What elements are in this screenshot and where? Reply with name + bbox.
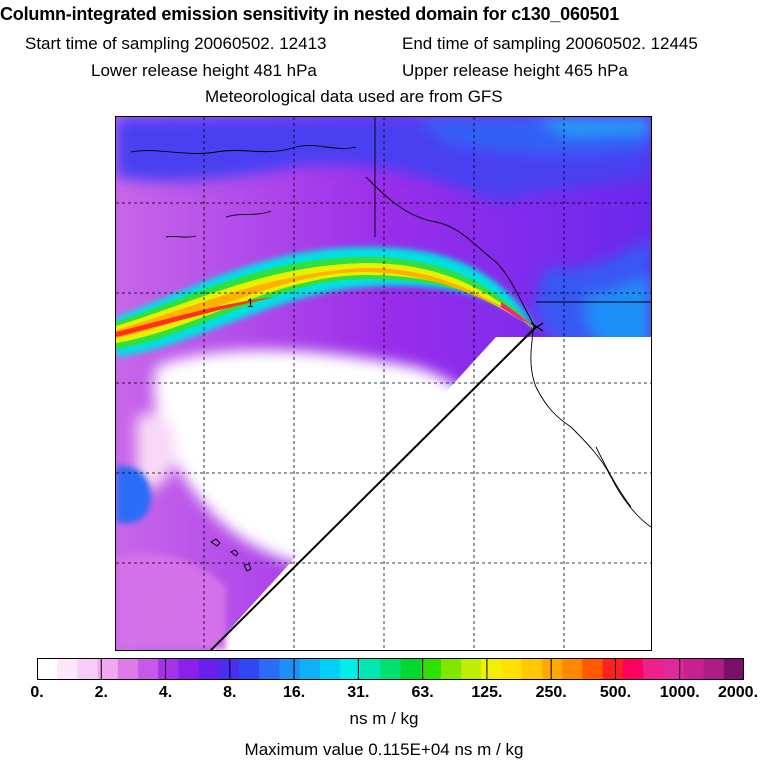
colorbar-cell xyxy=(521,658,543,680)
colorbar-cell xyxy=(683,658,705,680)
colorbar-cell xyxy=(117,658,139,680)
colorbar xyxy=(37,658,744,680)
colorbar-cell xyxy=(643,658,664,680)
colorbar-tick-label: 4. xyxy=(158,684,173,701)
release-point-marker xyxy=(530,322,544,332)
plot-title: Column-integrated emission sensitivity i… xyxy=(0,4,619,24)
colorbar-cell xyxy=(582,658,604,680)
upper-release-height: Upper release height 465 hPa xyxy=(402,61,628,80)
colorbar-cell xyxy=(420,658,442,680)
met-data-source: Meteorological data used are from GFS xyxy=(205,87,503,106)
colorbar-cell xyxy=(340,658,361,680)
coastlines xyxy=(130,117,651,572)
colorbar-cell xyxy=(622,658,644,680)
colorbar-cell xyxy=(723,658,744,680)
colorbar-tick-label: 16. xyxy=(282,684,306,701)
lower-release-height: Lower release height 481 hPa xyxy=(91,61,317,80)
colorbar-tick-label: 1000. xyxy=(659,684,700,701)
colorbar-cell xyxy=(138,658,159,680)
colorbar-cell xyxy=(178,658,200,680)
colorbar-cell xyxy=(501,658,523,680)
colorbar-cell xyxy=(198,658,220,680)
colorbar-cell xyxy=(663,658,684,680)
colorbar-cell xyxy=(299,658,321,680)
colorbar-tick-label: 500. xyxy=(599,684,632,701)
colorbar-tick-label: 8. xyxy=(223,684,237,701)
colorbar-tick-label: 63. xyxy=(411,684,434,701)
colorbar-cell xyxy=(562,658,583,680)
colorbar-cell xyxy=(441,658,462,680)
sensitivity-map: 1 xyxy=(115,116,652,651)
colorbar-cell xyxy=(259,658,280,680)
flight-track xyxy=(210,326,537,650)
colorbar-tick-label: 2000. xyxy=(717,684,759,701)
colorbar-cell xyxy=(158,658,179,680)
northern-blue-band xyxy=(116,117,651,202)
colorbar-tick-label: 31. xyxy=(347,684,370,701)
emission-plume xyxy=(116,247,540,357)
colorbar-unit: ns m / kg xyxy=(349,709,419,728)
colorbar-cell xyxy=(97,658,119,680)
colorbar-cell xyxy=(380,658,402,680)
plume-label: 1 xyxy=(247,296,254,310)
colorbar-cell xyxy=(239,658,260,680)
start-time: Start time of sampling 20060502. 12413 xyxy=(25,34,327,53)
colorbar-cell xyxy=(218,658,240,680)
maximum-value: Maximum value 0.115E+04 ns m / kg xyxy=(244,740,524,759)
colorbar-tick-label: 250. xyxy=(535,684,567,701)
colorbar-cell xyxy=(319,658,341,680)
colorbar-cell xyxy=(481,658,503,680)
colorbar-tick-label: 125. xyxy=(471,684,503,701)
colorbar-cell xyxy=(57,658,78,680)
colorbar-cell xyxy=(77,658,99,680)
end-time: End time of sampling 20060502. 12445 xyxy=(402,34,698,53)
colorbar-cell xyxy=(542,658,563,680)
colorbar-cell xyxy=(602,658,624,680)
colorbar-cell xyxy=(279,658,301,680)
domain-mask-lower-right xyxy=(211,337,651,650)
colorbar-tick-label: 0. xyxy=(30,684,44,701)
lat-lon-grid xyxy=(116,117,651,650)
colorbar-cell xyxy=(400,658,422,680)
colorbar-tick-label: 2. xyxy=(94,684,108,701)
colorbar-cell xyxy=(360,658,381,680)
colorbar-cell xyxy=(461,658,482,680)
colorbar-cell xyxy=(37,658,58,680)
colorbar-cell xyxy=(703,658,725,680)
